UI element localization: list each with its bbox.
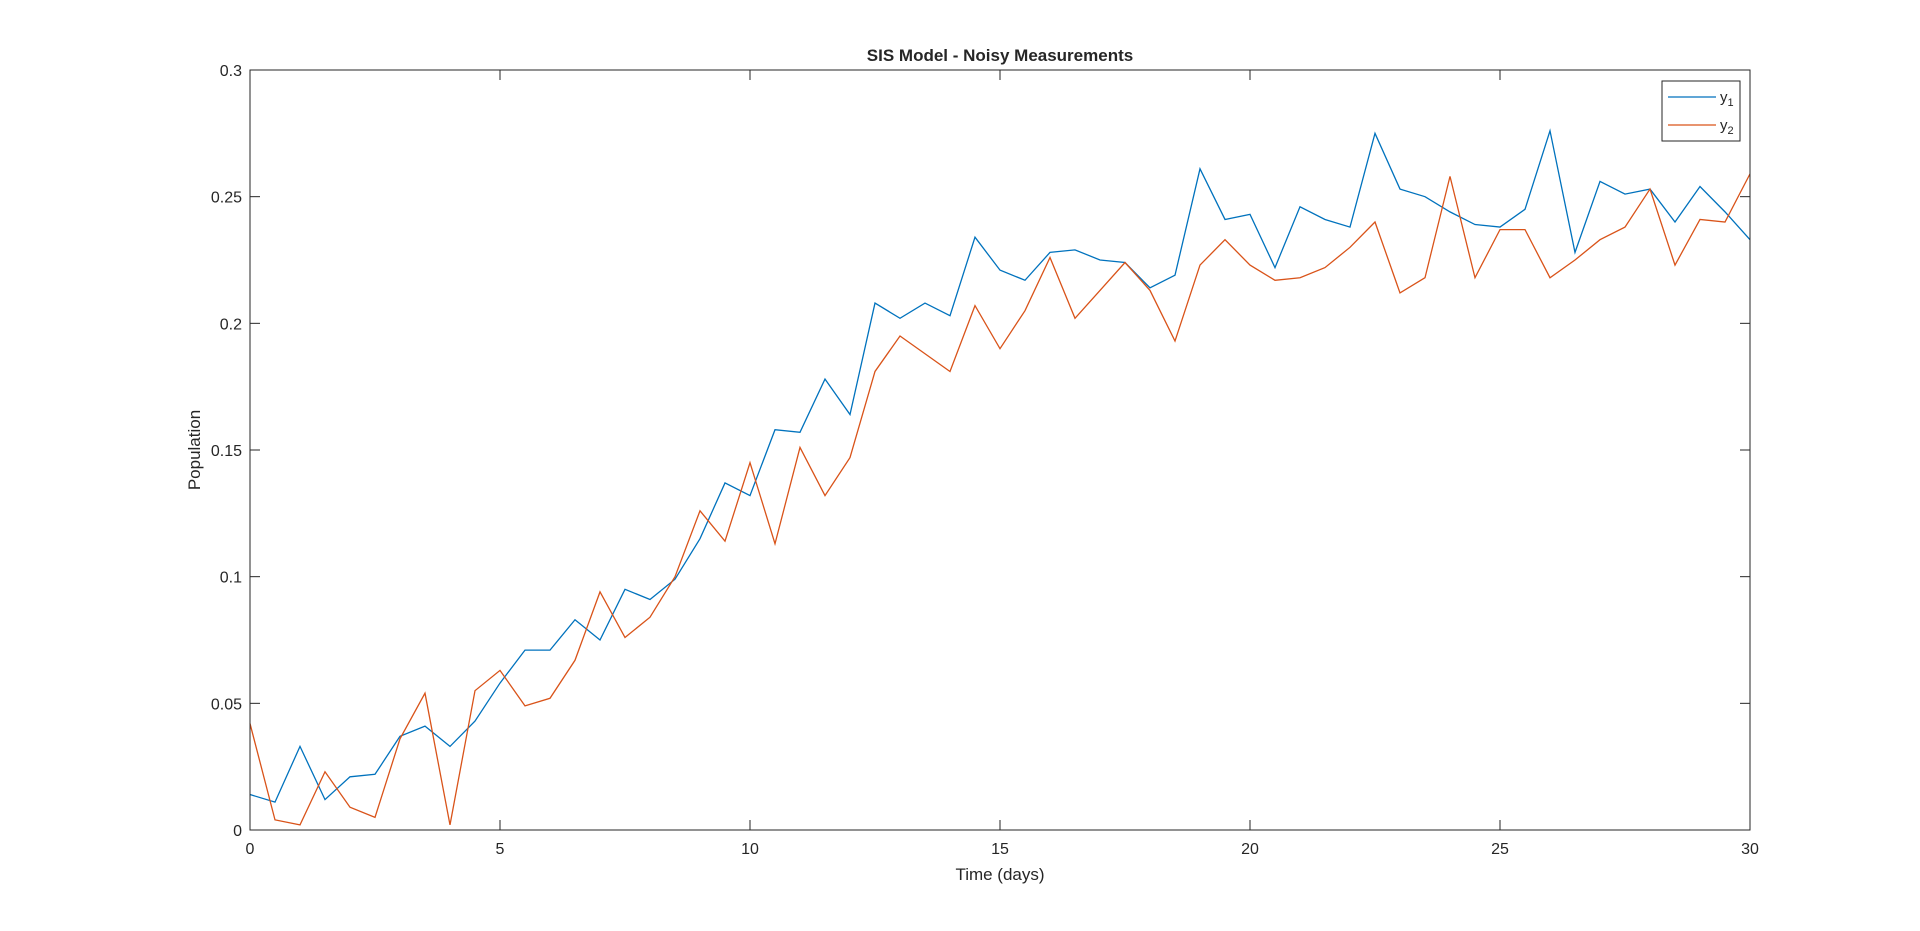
y-tick-label: 0.1 [220,570,242,587]
y-tick-label: 0.05 [211,696,242,713]
x-axis-label: Time (days) [955,865,1044,884]
tick-layer: 0 5 10 15 20 25 30 0 0.05 0.1 0.15 0.2 0.25 0.3 [211,63,1759,858]
chart-title: SIS Model - Noisy Measurements [867,46,1133,65]
x-tick-label: 0 [246,841,255,858]
legend-label-y2-name: y [1720,117,1728,134]
legend-label-y1-subscript: 1 [1728,97,1734,109]
y-tick-label: 0.15 [211,443,242,460]
y-tick-label: 0.25 [211,190,242,207]
legend-label-y2-subscript: 2 [1728,125,1734,137]
x-tick-label: 20 [1241,841,1259,858]
y-tick-label: 0.3 [220,63,242,80]
series-layer [249,128,1751,826]
y-axis-label: Population [185,410,204,490]
series-line-y1 [249,128,1751,803]
y-tick-label: 0 [233,823,242,840]
legend-label-y1: y1 [1720,89,1734,109]
plot-background [250,70,1750,830]
legend: y1 y2 [1661,80,1741,142]
x-tick-label: 15 [991,841,1009,858]
x-tick-label: 25 [1491,841,1509,858]
x-tick-label: 10 [741,841,759,858]
legend-label-y1-name: y [1720,89,1728,106]
y-tick-label: 0.2 [220,316,242,333]
x-tick-label: 30 [1741,841,1759,858]
x-tick-label: 5 [496,841,505,858]
legend-label-y2: y2 [1720,117,1734,137]
series-line-y2 [249,173,1751,826]
legend-box [1661,80,1741,142]
